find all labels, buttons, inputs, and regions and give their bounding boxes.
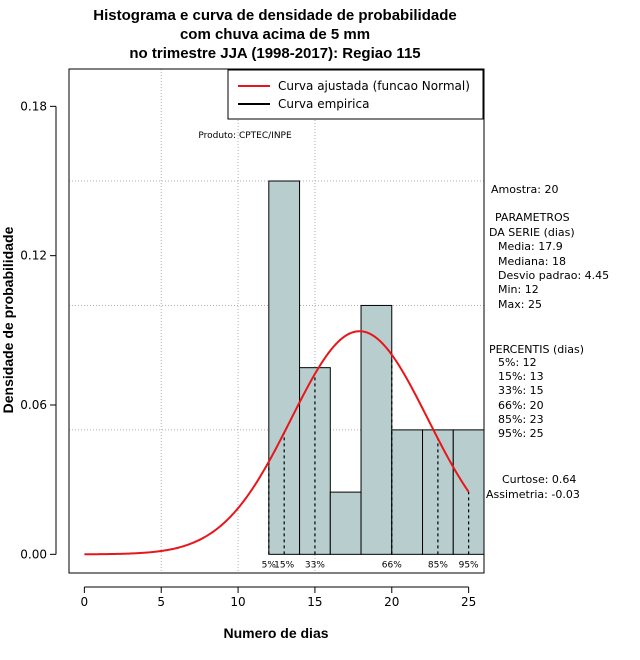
percentile-label-2: 33% — [305, 560, 325, 570]
x-tick-label-2: 10 — [230, 595, 245, 609]
plot-frame — [68, 68, 485, 574]
stats-panel: Amostra: 20 PARAMETROS DA SERIE (dias) M… — [486, 183, 609, 501]
percentile-label-1: 15% — [274, 560, 294, 570]
x-tick-label-0: 0 — [81, 595, 89, 609]
stat-max: Max: 25 — [498, 298, 542, 311]
percentile-label-0: 5% — [262, 560, 277, 570]
y-tick-label-0: 0.00 — [20, 547, 47, 561]
stat-p33: 33%: 15 — [498, 384, 544, 397]
histogram-bar-4 — [391, 429, 424, 555]
stat-assimetria: Assimetria: -0.03 — [486, 488, 580, 501]
stat-min: Min: 12 — [498, 283, 539, 296]
curve-layer — [84, 330, 470, 556]
stat-p5: 5%: 12 — [498, 356, 537, 369]
histogram-bar-3 — [360, 304, 393, 555]
percentile-label-5: 95% — [459, 560, 479, 570]
normal-fit-curve — [84, 330, 470, 556]
stat-p15: 15%: 13 — [498, 370, 544, 383]
legend-box — [227, 69, 484, 120]
x-tick-label-1: 5 — [157, 595, 165, 609]
y-tick-label-1: 0.06 — [20, 398, 47, 412]
chart-title-line-2: com chuva acima de 5 mm — [180, 26, 370, 43]
bars-layer — [268, 180, 485, 555]
chart-title-line-1: Histograma e curva de densidade de proba… — [93, 7, 456, 24]
stat-mediana: Mediana: 18 — [498, 255, 566, 268]
legend-label-normal: Curva ajustada (funcao Normal) — [278, 79, 470, 93]
stat-amostra: Amostra: 20 — [491, 183, 558, 196]
stat-p95: 95%: 25 — [498, 427, 544, 440]
stat-desvio: Desvio padrao: 4.45 — [498, 269, 609, 282]
legend-label-empirical: Curva empirica — [278, 97, 369, 111]
stat-curtose: Curtose: 0.64 — [502, 473, 576, 486]
axes-layer: 0 5 10 15 20 25 0.00 0.06 0.12 0.18 — [20, 99, 476, 609]
histogram-bar-2 — [329, 491, 362, 555]
y-tick-label-3: 0.18 — [20, 99, 47, 113]
stat-p85: 85%: 23 — [498, 413, 544, 426]
stat-percentis-heading: PERCENTIS (dias) — [489, 343, 584, 356]
y-tick-label-2: 0.12 — [20, 249, 47, 263]
chart-title-line-3: no trimestre JJA (1998-2017): Regiao 115 — [129, 45, 420, 62]
legend: Curva ajustada (funcao Normal) Curva emp… — [227, 69, 484, 120]
product-label: Produto: CPTEC/INPE — [198, 131, 292, 141]
x-tick-label-3: 15 — [307, 595, 322, 609]
percentile-layer: 5%15% 33% 66% 85% 95% — [262, 354, 479, 570]
stat-p66: 66%: 20 — [498, 399, 544, 412]
percentile-label-4: 85% — [428, 560, 448, 570]
x-tick-label-5: 25 — [461, 595, 476, 609]
x-axis-label: Numero de dias — [223, 625, 328, 641]
stat-media: Media: 17.9 — [498, 240, 563, 253]
stat-serie-heading: DA SERIE (dias) — [489, 226, 575, 239]
percentile-label-3: 66% — [382, 560, 402, 570]
stat-parametros-heading: PARAMETROS — [495, 211, 570, 224]
x-tick-label-4: 20 — [384, 595, 399, 609]
y-axis-label: Densidade de probabilidade — [0, 226, 16, 413]
